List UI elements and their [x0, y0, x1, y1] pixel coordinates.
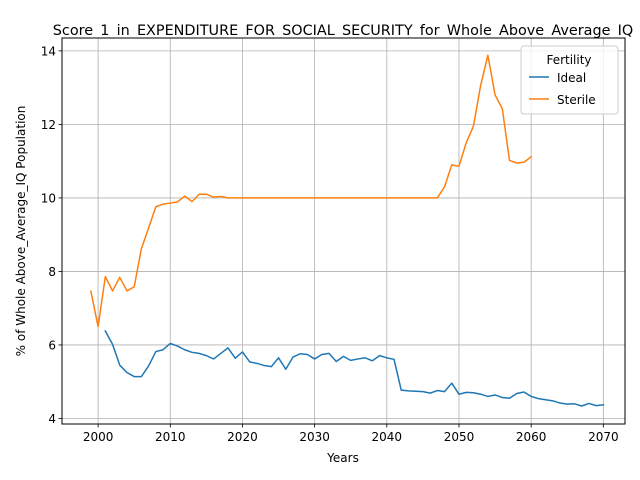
x-axis: 2000 2010 2020 2030 2040 2050 2060 2070 — [83, 424, 619, 444]
x-tick-label: 2070 — [588, 430, 619, 444]
y-tick-label: 14 — [41, 44, 56, 58]
series-line-sterile — [89, 54, 533, 328]
series-line-ideal — [104, 329, 605, 407]
y-tick-label: 8 — [48, 265, 56, 279]
x-tick-label: 2010 — [155, 430, 186, 444]
x-tick-label: 2000 — [83, 430, 114, 444]
y-tick-label: 4 — [48, 412, 56, 426]
plot-area-frame — [61, 37, 626, 425]
x-tick-label: 2060 — [516, 430, 547, 444]
y-tick-label: 6 — [48, 338, 56, 352]
x-axis-label: Years — [326, 451, 359, 465]
y-axis-label: % of Whole Above_Average_IQ Population — [14, 106, 28, 357]
legend-label-ideal: Ideal — [557, 71, 586, 85]
legend: Fertility Ideal Sterile — [520, 45, 619, 115]
chart-title: Score_1_in_EXPENDITURE_FOR_SOCIAL_SECURI… — [53, 23, 633, 39]
x-tick-label: 2030 — [299, 430, 330, 444]
legend-title: Fertility — [546, 53, 591, 67]
x-tick-label: 2040 — [372, 430, 403, 444]
y-tick-label: 10 — [41, 191, 56, 205]
y-axis: 4 6 8 10 12 14 — [41, 44, 62, 426]
x-tick-label: 2020 — [227, 430, 258, 444]
legend-box — [520, 45, 619, 115]
legend-label-sterile: Sterile — [557, 93, 596, 107]
x-tick-label: 2050 — [444, 430, 475, 444]
y-tick-label: 12 — [41, 118, 56, 132]
series-lines — [89, 54, 605, 407]
